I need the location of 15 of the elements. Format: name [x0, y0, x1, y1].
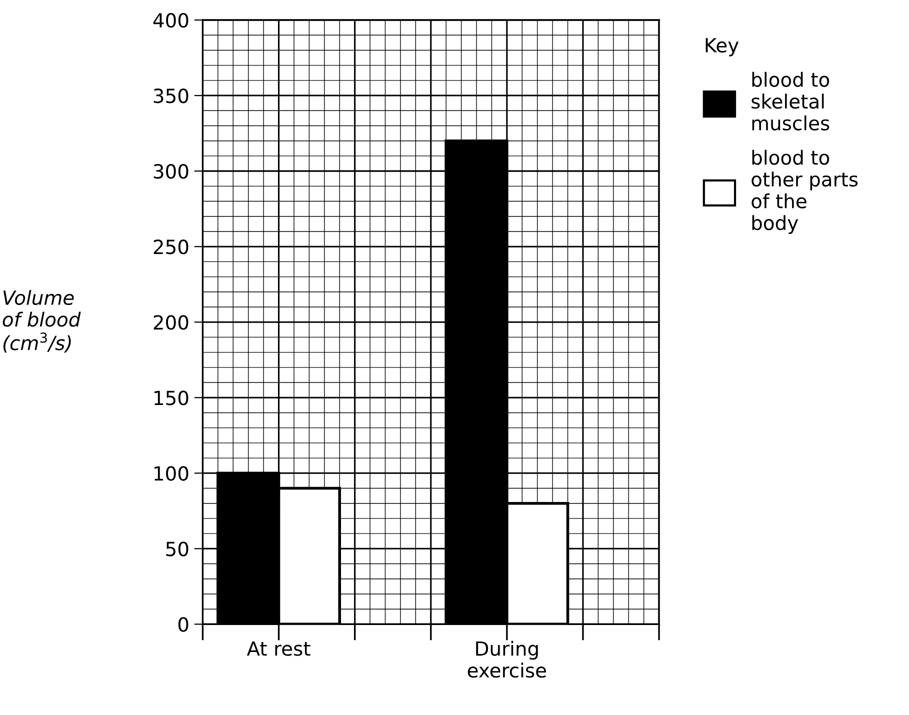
y-tick-label: 50 — [166, 542, 188, 556]
y-axis-title: Volume of blood (cm$^{3}$/s) — [2, 290, 81, 353]
y-tick-label: 200 — [154, 315, 188, 330]
y-tick-label: 250 — [154, 240, 188, 254]
y-tick-label: 300 — [154, 164, 188, 179]
x-tick-label: At rest — [246, 641, 310, 656]
y-tick-label: 100 — [154, 466, 188, 481]
legend-title: Key — [706, 38, 739, 56]
x-tick-label: During exercise — [468, 640, 546, 678]
y-tick-label: 0 — [178, 617, 188, 632]
legend-label: blood to other parts of the body — [752, 150, 858, 234]
y-tick-label: 350 — [154, 88, 188, 104]
legend-label: blood to skeletal muscles — [752, 72, 830, 130]
y-tick-label: 150 — [154, 390, 188, 406]
y-tick-label: 400 — [153, 12, 188, 28]
